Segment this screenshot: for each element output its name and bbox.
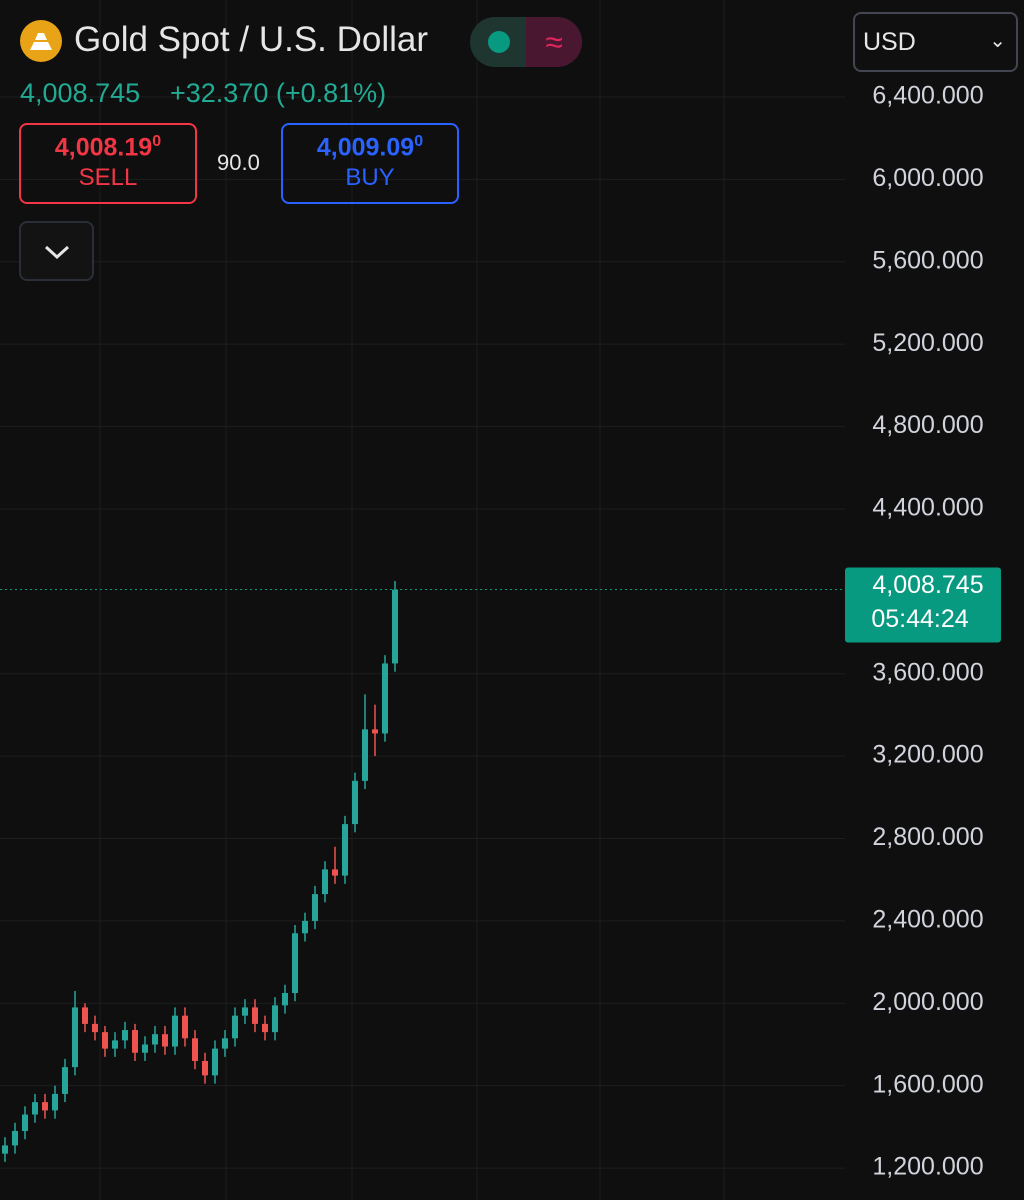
y-tick-label: 3,200.000 xyxy=(872,741,983,769)
chevron xyxy=(44,245,70,260)
icon-bars xyxy=(30,33,52,50)
candle-body xyxy=(242,1007,248,1016)
candle-body xyxy=(382,663,388,734)
candle-body xyxy=(262,1023,268,1033)
buy-price-main: 4,009.09 xyxy=(316,133,415,162)
candle-body xyxy=(292,933,298,993)
buy-button[interactable]: 4,009.090 BUY xyxy=(281,123,459,204)
candle-body xyxy=(112,1040,118,1049)
candle-body xyxy=(182,1015,188,1039)
candle-body xyxy=(362,729,368,781)
candle-body xyxy=(82,1007,88,1024)
candle-body xyxy=(32,1102,38,1115)
candle-body xyxy=(72,1007,78,1068)
symbol-title: Gold Spot / U.S. Dollar xyxy=(74,20,429,59)
status-pill[interactable]: ≈ xyxy=(470,17,582,67)
y-tick-label: 1,200.000 xyxy=(872,1153,983,1181)
last-price-box xyxy=(845,567,1001,643)
gold-icon xyxy=(20,20,62,62)
y-tick-label: 1,600.000 xyxy=(872,1070,983,1098)
candle-body xyxy=(392,589,398,664)
currency-select[interactable]: USD ⌄ xyxy=(853,12,1018,72)
select-arrow: ⌄ xyxy=(989,30,1006,52)
candle-body xyxy=(332,869,338,876)
delayed-icon: ≈ xyxy=(526,17,582,67)
candle-body xyxy=(212,1048,218,1076)
spread: 90.0 xyxy=(217,150,260,175)
candle-body xyxy=(282,992,288,1006)
countdown: 05:44:24 xyxy=(871,605,968,633)
last-price-label: 4,008.745 xyxy=(872,571,983,599)
candle-body xyxy=(222,1038,228,1049)
y-tick-label: 6,400.000 xyxy=(872,82,983,110)
candle-body xyxy=(342,824,348,876)
y-tick-label: 2,400.000 xyxy=(872,906,983,934)
y-tick-label: 4,400.000 xyxy=(872,494,983,522)
candle-body xyxy=(272,1005,278,1033)
candle-body xyxy=(192,1038,198,1061)
candle-body xyxy=(312,894,318,921)
y-tick-label: 4,800.000 xyxy=(872,411,983,439)
price-change: +32.370 (+0.81%) xyxy=(170,78,387,108)
buy-price-sup: 0 xyxy=(414,133,424,150)
y-tick-label: 5,600.000 xyxy=(872,246,983,274)
candle-body xyxy=(162,1034,168,1047)
candle-body xyxy=(2,1145,8,1154)
sell-price-main: 4,008.19 xyxy=(54,133,153,162)
candle-body xyxy=(132,1030,138,1053)
buy-price: 4,009.090 xyxy=(283,133,457,162)
candle-body xyxy=(142,1044,148,1053)
candle-body xyxy=(52,1093,58,1111)
y-tick-label: 2,800.000 xyxy=(872,823,983,851)
candle-body xyxy=(202,1060,208,1076)
candle-body xyxy=(152,1034,158,1045)
market-open-dot xyxy=(488,31,510,53)
sell-label: SELL xyxy=(78,164,138,192)
y-tick-label: 2,000.000 xyxy=(872,988,983,1016)
candle-body xyxy=(322,869,328,895)
candle-body xyxy=(232,1015,238,1039)
y-tick-label: 6,000.000 xyxy=(872,164,983,192)
expand-button[interactable] xyxy=(19,221,94,281)
candle-body xyxy=(122,1030,128,1041)
candle-body xyxy=(252,1007,258,1024)
sell-price-sup: 0 xyxy=(152,133,162,150)
buy-label: BUY xyxy=(345,164,395,192)
sell-button[interactable]: 4,008.190 SELL xyxy=(19,123,197,204)
currency: USD xyxy=(863,28,916,56)
candle-body xyxy=(372,729,378,734)
candle-body xyxy=(102,1032,108,1049)
candle-body xyxy=(22,1114,28,1131)
candle-body xyxy=(62,1067,68,1094)
candle-body xyxy=(172,1015,178,1047)
last-price: 4,008.745 xyxy=(20,78,141,108)
sell-price: 4,008.190 xyxy=(21,133,195,162)
candle-body xyxy=(42,1102,48,1111)
y-tick-label: 5,200.000 xyxy=(872,329,983,357)
candle-body xyxy=(302,920,308,934)
candle-body xyxy=(92,1023,98,1033)
candle-body xyxy=(352,780,358,825)
y-tick-label: 3,600.000 xyxy=(872,658,983,686)
candle-body xyxy=(12,1130,18,1146)
